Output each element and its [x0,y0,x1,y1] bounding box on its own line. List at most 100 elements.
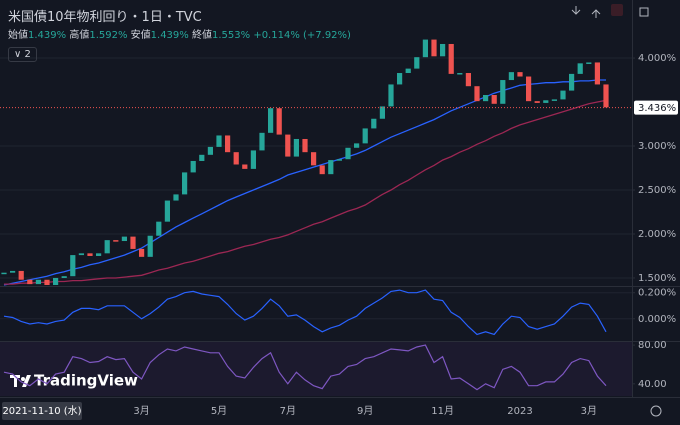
indicator-count: 2 [24,49,31,60]
candle [397,73,403,85]
close-icon[interactable] [611,4,623,16]
y-tick-label: 0.200% [638,288,676,299]
candle [190,160,196,173]
cursor-date: 2021-11-10 (水) [2,405,81,417]
x-tick-label: 7月 [280,405,296,417]
candle [121,236,127,242]
candle [517,72,523,77]
y-tick-label: 2.000% [638,229,676,240]
candle [35,279,41,285]
last-price-box [634,100,678,115]
candle [164,200,170,222]
cursor-date-box [2,402,82,420]
candle [130,236,136,249]
candle [422,39,428,58]
candle [388,84,394,107]
candle [483,95,489,102]
candle [78,253,84,256]
candle [147,235,153,257]
candle [61,276,67,278]
symbol-title: 米国債10年物利回り・1日・TVC [8,10,202,25]
candle [10,270,16,273]
last-price-label: 3.436% [638,103,676,114]
candle [156,221,162,236]
candle [534,101,540,103]
candle [328,160,334,175]
x-tick-label: 5月 [211,405,227,417]
x-tick-label: 9月 [357,405,373,417]
candle [96,253,102,256]
ohlc-value: 1.553% [211,30,251,41]
ohlc-label: 始値 [8,30,28,41]
candle [586,62,592,64]
candle [379,106,385,119]
candle [242,164,248,169]
line [3,344,607,391]
candle [319,165,325,175]
candle [199,154,205,161]
candle [457,73,463,75]
ohlc-value: 1.592% [89,30,128,41]
candle [474,86,480,102]
candle [259,132,265,151]
candle [362,128,368,144]
candle [173,194,179,201]
change: +0.114% (+7.92%) [253,30,351,41]
x-tick-label: 11月 [431,405,454,417]
candle [225,135,231,153]
ohlc-label: 終値 [191,30,212,41]
candle [182,172,188,195]
candle [551,99,557,101]
x-tick-label: 3月 [133,405,149,417]
candle [44,279,50,285]
y-tick-label: 0.000% [638,314,676,325]
x-tick-label: 2023 [507,406,532,417]
candle [276,108,282,135]
candle [27,279,33,285]
candle [113,240,119,242]
line [4,99,607,285]
candle [104,240,110,254]
candle [233,152,239,165]
candle [577,63,583,74]
candle [1,272,7,275]
ohlc-value: 1.439% [28,30,67,41]
candle [465,73,471,87]
candle [302,138,308,153]
candle [216,135,222,147]
candle [569,73,575,91]
candle [139,248,145,257]
candle [594,62,600,85]
candle [414,57,420,69]
candle [543,100,549,103]
candle [293,138,299,157]
candle [53,277,59,285]
candle [371,118,377,129]
candle [250,150,256,169]
indicator-toggle[interactable]: ∨ 2 [8,47,37,62]
candle [70,255,76,277]
candle [336,159,342,161]
candle [448,43,454,74]
candle [603,84,609,108]
candle [431,39,437,57]
candle [405,68,411,74]
ohlc-value: 1.439% [150,30,189,41]
candle [440,43,446,57]
candle [87,253,93,256]
y-tick-label: 1.500% [638,273,676,284]
candle [207,146,213,155]
y-tick-label: 40.00 [638,379,667,390]
y-tick-label: 80.00 [638,340,667,351]
candle [500,80,506,104]
candle [285,134,291,157]
candle [345,147,351,160]
ohlc-label: 安値 [130,30,151,41]
candle [311,152,317,166]
ohlc-label: 高値 [69,30,90,41]
logo: TradingView [34,372,138,390]
line [3,289,607,336]
y-tick-label: 4.000% [638,53,676,64]
